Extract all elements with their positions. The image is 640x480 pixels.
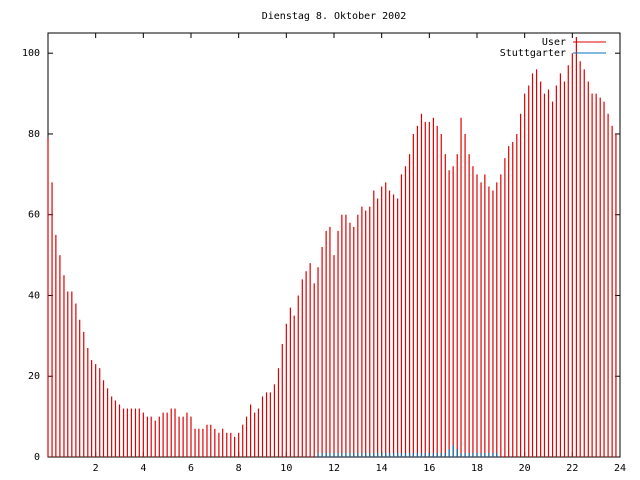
legend-label: User xyxy=(542,37,566,48)
x-tick-label: 24 xyxy=(614,463,626,474)
x-tick-label: 18 xyxy=(471,463,483,474)
x-tick-label: 16 xyxy=(423,463,435,474)
legend-label: Stuttgarter xyxy=(500,48,566,59)
y-tick-label: 60 xyxy=(28,210,40,221)
y-tick-label: 20 xyxy=(28,371,40,382)
x-tick-label: 2 xyxy=(93,463,99,474)
x-tick-label: 14 xyxy=(376,463,388,474)
y-tick-label: 0 xyxy=(34,452,40,463)
y-tick-label: 100 xyxy=(22,48,40,59)
x-tick-label: 8 xyxy=(236,463,242,474)
y-tick-label: 80 xyxy=(28,129,40,140)
x-tick-label: 4 xyxy=(140,463,146,474)
x-tick-label: 12 xyxy=(328,463,340,474)
chart-title: Dienstag 8. Oktober 2002 xyxy=(262,11,407,22)
x-tick-label: 6 xyxy=(188,463,194,474)
x-tick-label: 22 xyxy=(566,463,578,474)
x-tick-label: 20 xyxy=(519,463,531,474)
x-tick-label: 10 xyxy=(280,463,292,474)
y-tick-label: 40 xyxy=(28,290,40,301)
